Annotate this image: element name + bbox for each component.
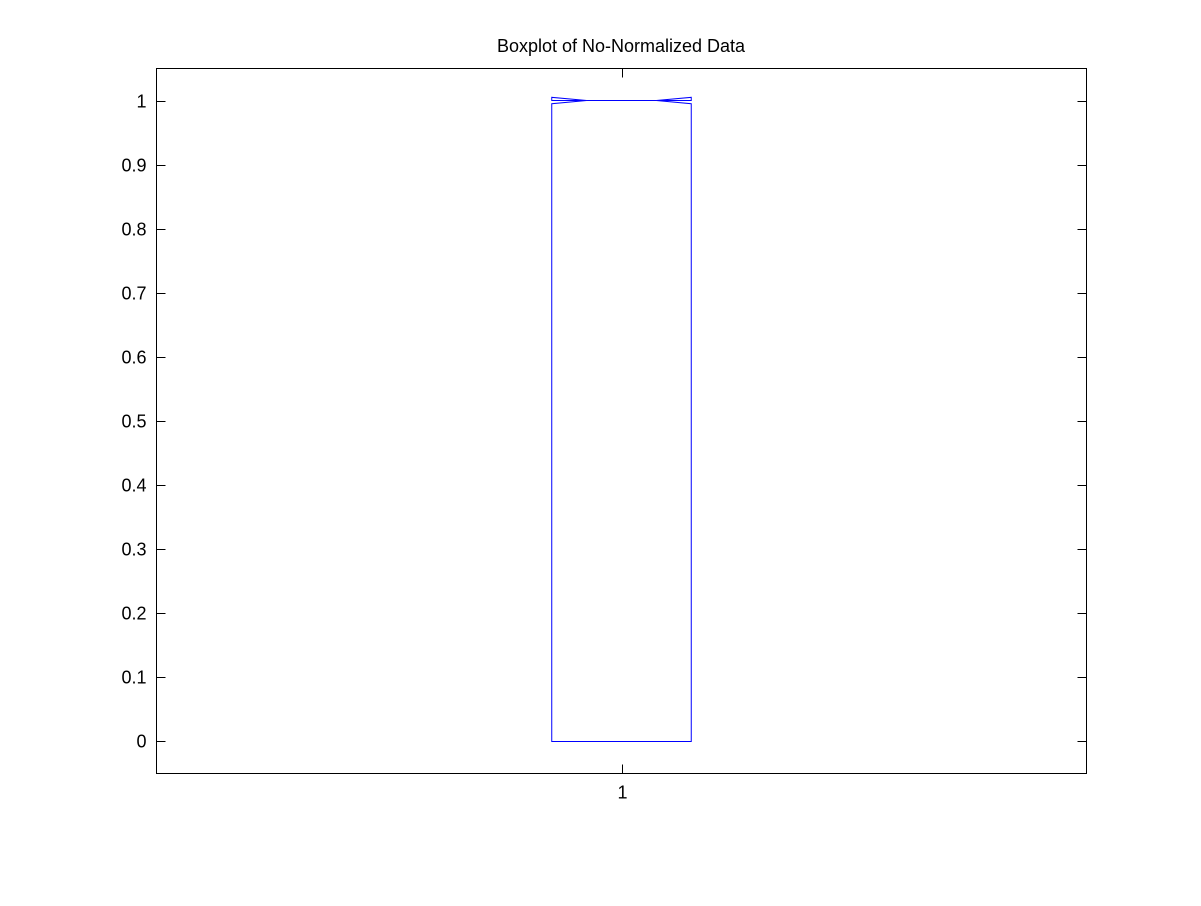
y-tick-label: 0.9 <box>121 156 146 176</box>
y-tick-label: 0.7 <box>121 284 146 304</box>
x-tick-label: 1 <box>617 783 627 803</box>
tick-group: 0 0.1 0.2 0.3 0.4 0.5 0.6 0.7 0.8 0.9 1 1 <box>121 68 1087 803</box>
chart-title: Boxplot of No-Normalized Data <box>497 36 746 56</box>
y-tick-label: 0.1 <box>121 668 146 688</box>
y-tick-label: 0.5 <box>121 412 146 432</box>
y-tick-label: 0.2 <box>121 604 146 624</box>
box-outline <box>551 96 692 742</box>
y-tick-label: 1 <box>136 92 146 112</box>
y-tick-label: 0.6 <box>121 348 146 368</box>
y-tick-label: 0 <box>136 732 146 752</box>
y-tick-label: 0.3 <box>121 540 146 560</box>
y-tick-label: 0.8 <box>121 220 146 240</box>
y-tick-label: 0.4 <box>121 476 146 496</box>
axes-frame <box>156 68 1087 774</box>
box-group <box>551 96 692 742</box>
